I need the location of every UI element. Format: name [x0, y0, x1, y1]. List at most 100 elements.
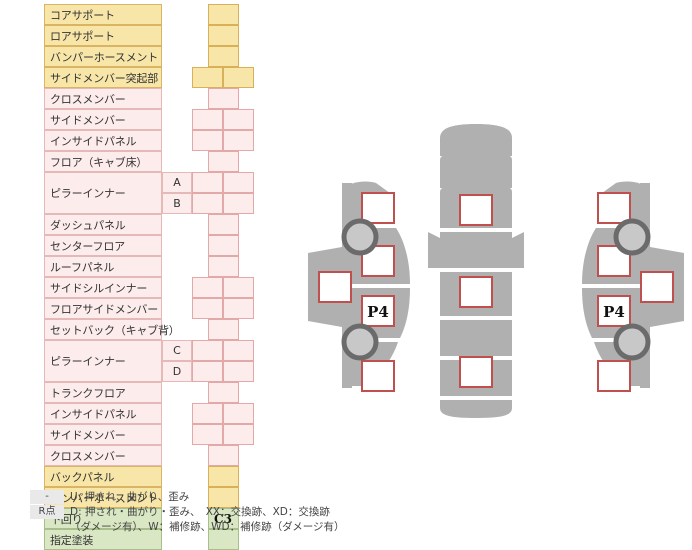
- table-row: サイドメンバー突起部: [44, 67, 162, 88]
- table-row: サイドシルインナー: [44, 277, 162, 298]
- row-label: サイドメンバー: [44, 109, 162, 130]
- legend-text-u: U: 押され、曲がり、歪み: [70, 491, 190, 503]
- damage-cell[interactable]: [223, 109, 254, 130]
- row-label: サイドメンバー: [44, 424, 162, 445]
- damage-cell[interactable]: [207, 466, 239, 487]
- damage-cell[interactable]: [192, 340, 223, 361]
- damage-cell[interactable]: [207, 487, 239, 508]
- damage-cell[interactable]: [192, 130, 223, 151]
- row-label: トランクフロア: [44, 382, 162, 403]
- vehicle-diagram: P4: [300, 120, 692, 420]
- row-label: フロア（キャブ床）: [44, 151, 162, 172]
- row-sublabel: B: [162, 193, 192, 214]
- table-row: バックパネル: [44, 466, 162, 487]
- svg-text:P4: P4: [603, 303, 625, 321]
- row-label: インサイドパネル: [44, 130, 162, 151]
- damage-cell[interactable]: [207, 25, 239, 46]
- legend-line: - U: 押され、曲がり、歪み: [30, 490, 430, 504]
- row-label: ピラーインナー: [44, 340, 162, 382]
- damage-cell[interactable]: [192, 109, 223, 130]
- damage-cell[interactable]: [207, 382, 239, 403]
- damage-cell[interactable]: [207, 88, 239, 109]
- damage-cell[interactable]: [192, 298, 223, 319]
- table-row: センターフロア: [44, 235, 162, 256]
- row-label: ダッシュパネル: [44, 214, 162, 235]
- damage-cell[interactable]: [192, 361, 223, 382]
- row-label: フロアサイドメンバー: [44, 298, 162, 319]
- row-label: クロスメンバー: [44, 88, 162, 109]
- table-row: バンパーホースメント: [44, 46, 162, 67]
- legend-continuation: （ダメージ有）、W：補修跡、WD：補修跡（ダメージ有）: [70, 521, 345, 533]
- table-row: フロア（キャブ床）: [44, 151, 162, 172]
- vehicle-top-view: [428, 124, 524, 418]
- vehicle-right-side-view: P4: [582, 181, 684, 392]
- row-label: バックパネル: [44, 466, 162, 487]
- damage-cell[interactable]: [223, 403, 254, 424]
- damage-cell[interactable]: [223, 298, 254, 319]
- table-row: インサイドパネル: [44, 403, 162, 424]
- row-sublabel: A: [162, 172, 192, 193]
- damage-cell[interactable]: [192, 172, 223, 193]
- svg-text:P4: P4: [367, 303, 389, 321]
- row-label: ピラーインナー: [44, 172, 162, 214]
- damage-cell[interactable]: [223, 130, 254, 151]
- table-row: ルーフパネル: [44, 256, 162, 277]
- row-sublabel: C: [162, 340, 192, 361]
- table-row: ロアサポート: [44, 25, 162, 46]
- legend-text-d: D: 押され・曲がり・歪み、 XX：交換跡、XD：交換跡: [70, 506, 330, 518]
- damage-cell[interactable]: [223, 172, 254, 193]
- row-label: ロアサポート: [44, 25, 162, 46]
- table-row: セットバック（キャブ背）: [44, 319, 180, 340]
- row-label: サイドシルインナー: [44, 277, 162, 298]
- row-label: セットバック（キャブ背）: [44, 319, 180, 340]
- row-label: インサイドパネル: [44, 403, 162, 424]
- table-row: ピラーインナー C: [44, 340, 192, 382]
- row-label: バンパーホースメント: [44, 487, 162, 508]
- row-label: コアサポート: [44, 4, 162, 25]
- table-row: D: [44, 361, 192, 382]
- damage-cell[interactable]: [192, 67, 223, 88]
- row-label: センターフロア: [44, 235, 162, 256]
- damage-cell[interactable]: [207, 151, 239, 172]
- table-row: フロアサイドメンバー: [44, 298, 162, 319]
- damage-cell[interactable]: [192, 193, 223, 214]
- damage-code: C3: [214, 512, 232, 526]
- table-row: クロスメンバー: [44, 88, 162, 109]
- legend: - U: 押され、曲がり、歪み R点 D: 押され・曲がり・歪み、 XX：交換跡…: [30, 490, 430, 534]
- row-label: ルーフパネル: [44, 256, 162, 277]
- table-row: サイドメンバー: [44, 109, 162, 130]
- damage-cell[interactable]: [192, 403, 223, 424]
- table-row: B: [44, 193, 192, 214]
- damage-cell[interactable]: [223, 277, 254, 298]
- legend-key-rten: R点: [30, 505, 64, 519]
- damage-cell[interactable]: [192, 277, 223, 298]
- table-row: サイドメンバー: [44, 424, 162, 445]
- table-row: トランクフロア: [44, 382, 162, 403]
- damage-cell[interactable]: [207, 319, 239, 340]
- damage-cell[interactable]: [223, 193, 254, 214]
- legend-line: R点 D: 押され・曲がり・歪み、 XX：交換跡、XD：交換跡: [30, 505, 430, 519]
- damage-cell[interactable]: [207, 235, 239, 256]
- damage-cell[interactable]: C3: [207, 508, 239, 529]
- vehicle-left-side-view: P4: [308, 181, 410, 392]
- row-sublabel: D: [162, 361, 192, 382]
- damage-cell[interactable]: [223, 424, 254, 445]
- table-row: ダッシュパネル: [44, 214, 162, 235]
- damage-cell[interactable]: [192, 424, 223, 445]
- damage-cell[interactable]: [207, 445, 239, 466]
- legend-key-dash: -: [30, 490, 64, 504]
- damage-cell[interactable]: [207, 4, 239, 25]
- damage-cell[interactable]: [207, 256, 239, 277]
- table-row: インサイドパネル: [44, 130, 162, 151]
- damage-cell[interactable]: [207, 46, 239, 67]
- row-label: バンパーホースメント: [44, 46, 162, 67]
- damage-cell[interactable]: [223, 361, 254, 382]
- table-row: バンパーホースメント: [44, 487, 162, 508]
- damage-cell[interactable]: [207, 214, 239, 235]
- row-label: クロスメンバー: [44, 445, 162, 466]
- table-row: ピラーインナー A: [44, 172, 192, 214]
- damage-cell[interactable]: [223, 340, 254, 361]
- damage-cell[interactable]: [223, 67, 254, 88]
- table-row: コアサポート: [44, 4, 162, 25]
- row-label: サイドメンバー突起部: [44, 67, 162, 88]
